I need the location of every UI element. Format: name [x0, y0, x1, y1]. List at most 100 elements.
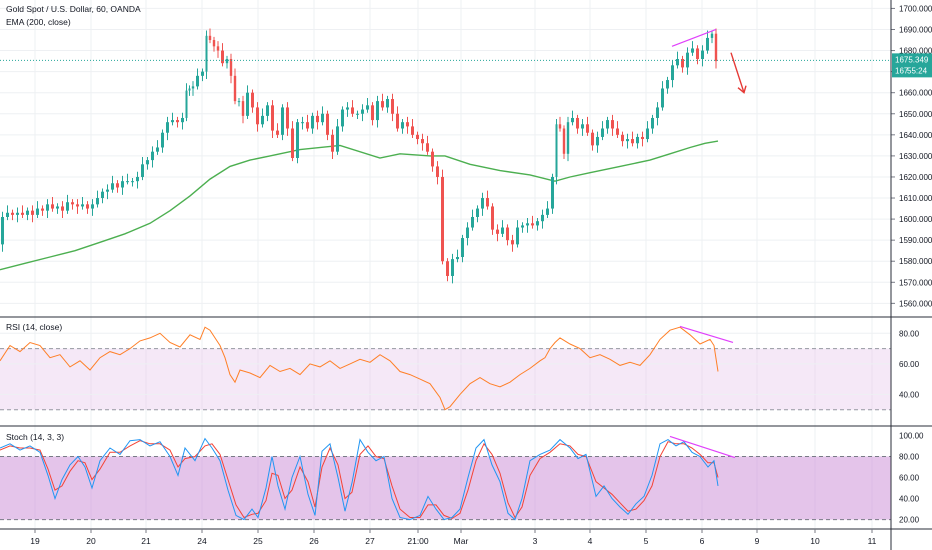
candle-body [96, 198, 99, 205]
price-tick-label: 1560.000 [899, 299, 932, 308]
time-tick-label: 4 [588, 536, 593, 546]
candle-body [546, 208, 549, 215]
candle-body [225, 58, 229, 64]
candle-body [146, 160, 149, 165]
last-price-tag [892, 53, 932, 78]
candle-body [376, 101, 379, 121]
candle-body [466, 227, 469, 239]
candle-body [361, 109, 364, 114]
rsi-tick-label: 60.00 [899, 360, 920, 369]
rsi-tick-label: 80.00 [899, 329, 920, 338]
candle-body [61, 206, 64, 211]
price-tick-label: 1580.000 [899, 257, 932, 266]
price-tick-label: 1680.000 [899, 47, 932, 56]
candle-body [691, 48, 694, 53]
candle-body [256, 107, 259, 125]
candle-body [181, 117, 184, 123]
candle-body [636, 136, 639, 144]
candle-body [131, 181, 134, 183]
candle-body [555, 124, 558, 177]
rsi-tick-label: 40.00 [899, 390, 920, 399]
down-arrow-drawing [730, 52, 745, 93]
candle-body [416, 134, 419, 140]
time-tick-label: 11 [868, 536, 877, 546]
candle-body [341, 109, 344, 127]
candle-body [271, 105, 274, 131]
candle-body [456, 257, 459, 260]
candle-body [221, 50, 224, 64]
candle-body [76, 204, 79, 207]
time-tick-label: 26 [309, 536, 319, 546]
candle-body [566, 122, 570, 154]
price-trendline-drawing [671, 28, 717, 47]
candle-body [356, 113, 359, 115]
candle-body [641, 136, 644, 140]
candle-body [346, 107, 349, 110]
candle-body [431, 151, 434, 167]
candle-body [476, 208, 479, 217]
candle-body [581, 124, 584, 129]
rsi-band [0, 348, 891, 410]
time-tick-label: 24 [197, 536, 207, 546]
time-tick-label: 27 [365, 536, 375, 546]
candle-body [116, 183, 119, 188]
last-price-value: 1675.349 [895, 55, 929, 64]
candle-body [696, 48, 699, 59]
time-tick-label: 25 [253, 536, 263, 546]
candle-body [481, 198, 484, 209]
price-tick-label: 1650.000 [899, 110, 932, 119]
price-tick-label: 1610.000 [899, 194, 932, 203]
candle-body [101, 191, 104, 199]
candle-body [196, 75, 199, 87]
candle-body [41, 208, 44, 211]
candle-body [601, 128, 604, 137]
candle-body [11, 212, 14, 215]
candle-body [401, 122, 404, 129]
time-tick-label: 21 [141, 536, 151, 546]
candle-body [511, 240, 514, 245]
candle-body [371, 105, 374, 121]
candle-body [241, 101, 245, 116]
time-tick-label: 20 [86, 536, 96, 546]
price-tick-label: 1640.000 [899, 131, 932, 140]
time-tick-label: 19 [30, 536, 40, 546]
price-tick-label: 1630.000 [899, 152, 932, 161]
candle-body [316, 115, 319, 123]
candle-body [591, 132, 594, 146]
candle-body [56, 206, 59, 209]
candle-body [501, 227, 504, 234]
candle-body [351, 107, 354, 114]
candle-body [291, 128, 294, 158]
candle-body [188, 88, 191, 91]
candle-body [191, 86, 195, 89]
candle-body [616, 128, 619, 135]
stoch-tick-label: 80.00 [899, 452, 920, 461]
price-tick-label: 1620.000 [899, 173, 932, 182]
stoch-legend: Stoch (14, 3, 3) [6, 432, 65, 442]
candle-body [266, 105, 269, 116]
rsi-line [0, 326, 719, 411]
candle-body [562, 128, 566, 154]
down-arrow-head [737, 85, 747, 94]
candle-body [531, 223, 534, 226]
candle-body [406, 122, 409, 127]
candle-body [26, 210, 29, 215]
stoch-tick-label: 60.00 [899, 474, 920, 483]
candle-body [656, 107, 659, 118]
time-tick-label: 10 [810, 536, 820, 546]
last-price-countdown-prefix: 167 [895, 66, 909, 75]
candle-body [571, 117, 574, 123]
candle-body [551, 176, 554, 209]
candle-body [205, 35, 208, 72]
candle-body [426, 143, 429, 152]
candle-body [486, 198, 489, 207]
candle-body [526, 223, 529, 226]
candle-body [706, 37, 709, 51]
candle-body [185, 90, 188, 118]
candle-body [596, 136, 599, 146]
candle-body [666, 80, 669, 89]
candle-body [81, 204, 84, 207]
candle-body [521, 225, 524, 228]
candle-body [671, 65, 674, 81]
